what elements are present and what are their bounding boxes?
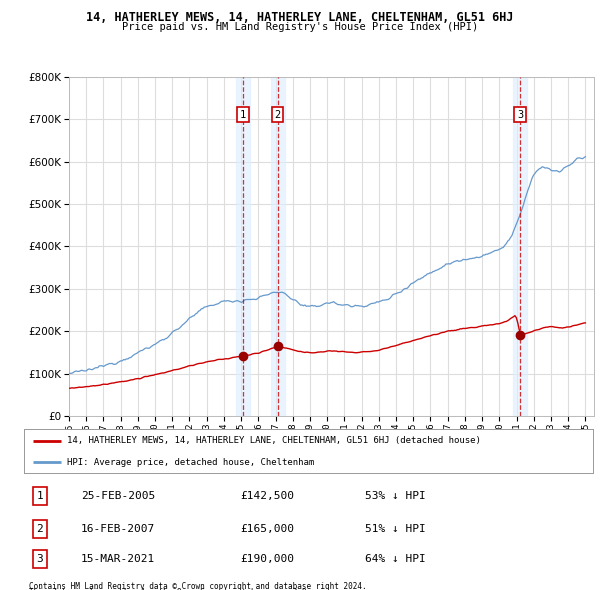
Text: 3: 3: [37, 554, 43, 564]
Bar: [236, 77, 250, 416]
Text: Price paid vs. HM Land Registry's House Price Index (HPI): Price paid vs. HM Land Registry's House …: [122, 22, 478, 32]
Bar: [271, 77, 284, 416]
Text: 51% ↓ HPI: 51% ↓ HPI: [365, 524, 426, 533]
Text: 25-FEB-2005: 25-FEB-2005: [81, 491, 155, 501]
Text: 1: 1: [37, 491, 43, 501]
Text: 15-MAR-2021: 15-MAR-2021: [81, 554, 155, 564]
Text: 14, HATHERLEY MEWS, 14, HATHERLEY LANE, CHELTENHAM, GL51 6HJ: 14, HATHERLEY MEWS, 14, HATHERLEY LANE, …: [86, 11, 514, 24]
Text: 2: 2: [37, 524, 43, 533]
Text: £190,000: £190,000: [240, 554, 294, 564]
Text: 1: 1: [240, 110, 247, 120]
Bar: [513, 77, 527, 416]
Text: 14, HATHERLEY MEWS, 14, HATHERLEY LANE, CHELTENHAM, GL51 6HJ (detached house): 14, HATHERLEY MEWS, 14, HATHERLEY LANE, …: [67, 437, 481, 445]
Text: 16-FEB-2007: 16-FEB-2007: [81, 524, 155, 533]
Text: 3: 3: [517, 110, 523, 120]
Text: 64% ↓ HPI: 64% ↓ HPI: [365, 554, 426, 564]
Text: £142,500: £142,500: [240, 491, 294, 501]
Text: HPI: Average price, detached house, Cheltenham: HPI: Average price, detached house, Chel…: [67, 458, 314, 467]
Text: This data is licensed under the Open Government Licence v3.0.: This data is licensed under the Open Gov…: [29, 588, 311, 590]
Text: 53% ↓ HPI: 53% ↓ HPI: [365, 491, 426, 501]
Text: £165,000: £165,000: [240, 524, 294, 533]
Text: Contains HM Land Registry data © Crown copyright and database right 2024.: Contains HM Land Registry data © Crown c…: [29, 582, 367, 590]
Text: 2: 2: [274, 110, 281, 120]
